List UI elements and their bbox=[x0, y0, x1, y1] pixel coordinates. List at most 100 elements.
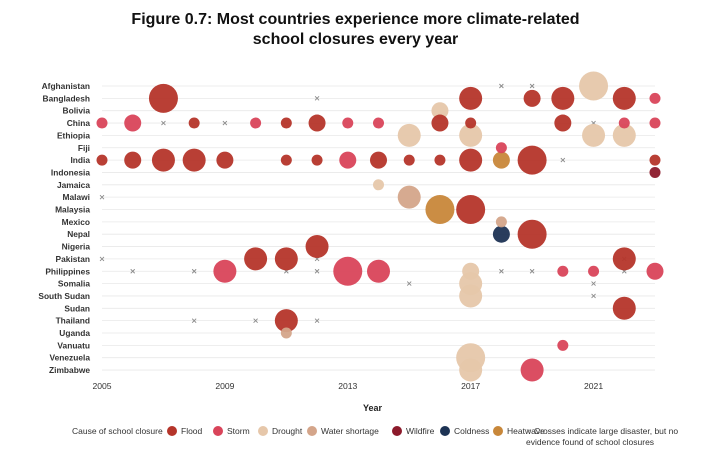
point-philippines-2014 bbox=[367, 259, 390, 283]
point-china-2012 bbox=[308, 114, 326, 132]
legend-swatch-coldness bbox=[440, 426, 450, 436]
x-tick-label-2017: 2017 bbox=[461, 381, 480, 391]
point-zimbabwe-2019 bbox=[520, 358, 544, 382]
legend-item-wildfire: Wildfire bbox=[392, 426, 434, 436]
point-bolivia-2016 bbox=[431, 102, 449, 120]
cross-philippines-2019 bbox=[529, 268, 535, 274]
point-bangladesh-2019 bbox=[523, 89, 541, 107]
point-south-sudan-2017 bbox=[459, 284, 483, 308]
cross-thailand-2008 bbox=[191, 318, 197, 323]
cross-stroke bbox=[591, 281, 596, 286]
point-india-2023 bbox=[649, 154, 661, 166]
point-philippines-2009 bbox=[213, 259, 237, 283]
legend-swatch-storm bbox=[213, 426, 223, 436]
cross-china-2007 bbox=[161, 120, 166, 126]
legend-swatch-wildfire bbox=[392, 426, 402, 436]
cross-stroke bbox=[560, 157, 566, 163]
point-philippines-2013 bbox=[333, 256, 363, 286]
point-china-2005 bbox=[96, 117, 108, 129]
cross-stroke bbox=[314, 96, 320, 101]
point-bangladesh-2023 bbox=[649, 92, 661, 104]
x-tick-label-2009: 2009 bbox=[215, 381, 234, 391]
point-india-2015 bbox=[403, 154, 415, 166]
point-thailand-2011 bbox=[274, 309, 298, 333]
country-label-afghanistan: Afghanistan bbox=[42, 81, 90, 91]
country-label-vanuatu: Vanuatu bbox=[57, 340, 90, 350]
country-label-bangladesh: Bangladesh bbox=[43, 93, 90, 103]
point-nigeria-2012 bbox=[305, 235, 329, 259]
point-philippines-2017 bbox=[462, 262, 480, 280]
point-pakistan-2011 bbox=[274, 247, 298, 271]
point-philippines-2021 bbox=[588, 265, 600, 277]
point-china-2013 bbox=[342, 117, 354, 129]
point-zimbabwe-2017 bbox=[459, 358, 483, 382]
point-mexico-2018 bbox=[495, 216, 507, 228]
point-fiji-2018 bbox=[495, 142, 507, 154]
cross-stroke bbox=[253, 318, 258, 323]
point-india-2019 bbox=[517, 145, 547, 175]
point-china-2010 bbox=[250, 117, 262, 129]
cross-philippines-2012 bbox=[314, 268, 320, 274]
crosses bbox=[99, 83, 627, 323]
country-label-china: China bbox=[67, 118, 91, 128]
point-afghanistan-2021 bbox=[579, 71, 609, 101]
cross-stroke bbox=[591, 293, 596, 299]
legend-label-heatwave: Heatwave bbox=[507, 426, 545, 436]
cross-stroke bbox=[499, 268, 504, 274]
cross-south-sudan-2021 bbox=[591, 293, 596, 299]
cross-somalia-2015 bbox=[406, 281, 412, 286]
cross-china-2009 bbox=[222, 120, 228, 126]
country-label-pakistan: Pakistan bbox=[56, 254, 90, 264]
point-bangladesh-2020 bbox=[551, 86, 575, 110]
cross-somalia-2021 bbox=[591, 281, 596, 286]
legend-swatch-drought bbox=[258, 426, 268, 436]
x-tick-label-2005: 2005 bbox=[92, 381, 111, 391]
point-china-2011 bbox=[280, 117, 292, 129]
country-label-nigeria: Nigeria bbox=[62, 242, 91, 252]
cross-stroke bbox=[191, 268, 197, 274]
point-india-2014 bbox=[370, 151, 387, 169]
x-axis-label: Year bbox=[363, 403, 383, 413]
cross-india-2020 bbox=[560, 157, 566, 163]
legend-lead: Cause of school closure bbox=[72, 426, 163, 436]
point-malaysia-2016 bbox=[425, 195, 455, 224]
legend-item-flood: Flood bbox=[167, 426, 202, 436]
legend-cross-note-text: Crosses indicate large disaster, but no … bbox=[526, 426, 679, 447]
point-china-2008 bbox=[188, 117, 200, 129]
chart-title-line-1: Figure 0.7: Most countries experience mo… bbox=[131, 11, 580, 28]
country-label-malawi: Malawi bbox=[63, 192, 90, 202]
x-tick-labels: 2005 2009 2013 2017 2021 bbox=[92, 381, 603, 391]
country-label-venezuela: Venezuela bbox=[49, 353, 90, 363]
country-label-india: India bbox=[70, 155, 90, 165]
point-ethiopia-2017 bbox=[459, 123, 483, 147]
legend-item-water: Water shortage bbox=[307, 426, 379, 436]
point-philippines-2023 bbox=[646, 262, 664, 280]
country-label-uganda: Uganda bbox=[59, 328, 90, 338]
x-tick-label-2013: 2013 bbox=[338, 381, 357, 391]
chart-title: Figure 0.7: Most countries experience mo… bbox=[0, 10, 711, 50]
point-india-2012 bbox=[311, 154, 323, 166]
point-bangladesh-2017 bbox=[459, 86, 483, 110]
country-label-sudan: Sudan bbox=[64, 303, 90, 313]
chart-plot: Afghanistan Bangladesh Bolivia China Ethiopi… bbox=[38, 71, 664, 413]
legend-swatch-heatwave bbox=[493, 426, 503, 436]
cross-stroke bbox=[99, 194, 105, 200]
country-label-malaysia: Malaysia bbox=[55, 205, 90, 215]
point-china-2023 bbox=[649, 117, 661, 129]
point-pakistan-2010 bbox=[244, 247, 268, 271]
cross-bangladesh-2012 bbox=[314, 96, 320, 101]
cross-pakistan-2005 bbox=[99, 256, 105, 262]
cross-icon: × bbox=[526, 426, 531, 436]
legend-label-storm: Storm bbox=[227, 426, 250, 436]
country-label-south-sudan: South Sudan bbox=[38, 291, 90, 301]
legend-item-coldness: Coldness bbox=[440, 426, 489, 436]
country-label-jamaica: Jamaica bbox=[57, 180, 90, 190]
country-label-indonesia: Indonesia bbox=[51, 167, 90, 177]
point-nepal-2019 bbox=[517, 219, 547, 249]
point-ethiopia-2022 bbox=[612, 123, 636, 147]
country-labels: Afghanistan Bangladesh Bolivia China Ethiopi… bbox=[38, 81, 90, 375]
cross-afghanistan-2019 bbox=[529, 83, 535, 89]
point-india-2018 bbox=[492, 151, 510, 169]
point-india-2013 bbox=[339, 151, 357, 169]
point-malaysia-2017 bbox=[456, 195, 486, 224]
